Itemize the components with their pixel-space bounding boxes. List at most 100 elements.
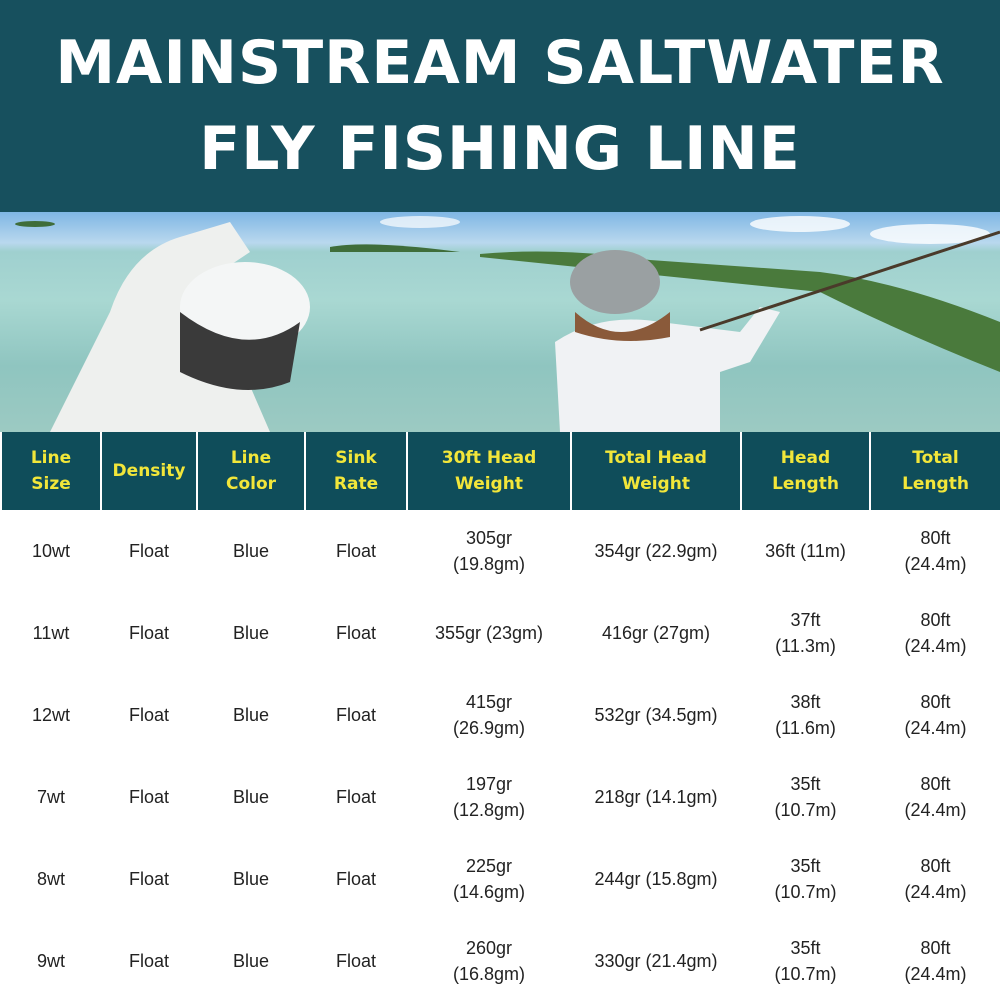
table-row: 8wt Float Blue Float 225gr (14.6gm) 244gr (15.… [1,838,1000,920]
table-cell: Blue [197,674,305,756]
table-row: 12wt Float Blue Float 415gr (26.9gm) 532gr (34… [1,674,1000,756]
table-cell: Float [101,756,197,838]
cell-text: (10.7m) [774,964,837,984]
cell-text: (24.4m) [904,636,967,656]
header-label-line: Length [902,474,969,494]
table-cell: Float [305,920,407,1002]
table-cell: Float [101,674,197,756]
table-row: 11wt Float Blue Float 355gr (23gm) 416gr (27g… [1,592,1000,674]
table-cell: 37ft (11.3m) [741,592,870,674]
column-header: Total Length [869,432,1000,510]
cell-text: 36ft (11m) [765,541,846,561]
table-cell: 10wt [1,510,101,592]
table-cell: Float [101,838,197,920]
cell-text: Float [128,541,170,561]
table-cell: 7wt [1,756,101,838]
cell-text: 11wt [32,623,70,643]
cell-text: (11.3m) [775,636,836,656]
cell-text: (24.4m) [904,800,967,820]
table-cell: Blue [197,920,305,1002]
column-header: Line Size [0,432,102,510]
cell-text: 225gr [465,856,513,876]
cell-text: 35ft [790,774,821,794]
header-label-line: Length [772,474,839,494]
table-cell: 244gr (15.8gm) [571,838,741,920]
header-label-line: Weight [622,474,690,494]
column-header: 30ft Head Weight [406,432,572,510]
table-cell: 305gr (19.8gm) [407,510,571,592]
table-cell: 11wt [1,592,101,674]
cell-text: (24.4m) [904,882,967,902]
table-cell: 260gr (16.8gm) [407,920,571,1002]
table-cell: 80ft (24.4m) [870,838,1000,920]
cell-text: (16.8gm) [452,964,526,984]
cell-text: 197gr [465,774,513,794]
table-cell: 415gr (26.9gm) [407,674,571,756]
cell-text: (24.4m) [904,964,967,984]
table-cell: 35ft (10.7m) [741,920,870,1002]
table-cell: Float [305,674,407,756]
cell-text: 37ft [790,610,821,630]
header-label-line: Density [112,461,186,481]
cell-text: Blue [232,951,270,971]
table-cell: 218gr (14.1gm) [571,756,741,838]
table-cell: 80ft (24.4m) [870,756,1000,838]
cell-text: 305gr [465,528,513,548]
title-banner: MAINSTREAM SALTWATER FLY FISHING LINE [0,0,1000,212]
header-label-line: Rate [333,474,379,494]
cell-text: 260gr [465,938,513,958]
cell-text: Float [335,951,377,971]
cell-text: Blue [232,541,270,561]
cell-text: Float [128,787,170,807]
title-line-1: MAINSTREAM SALTWATER [55,28,945,98]
cell-text: (19.8gm) [452,554,526,574]
header-label-line: Sink [335,448,377,468]
table-cell: 80ft (24.4m) [870,592,1000,674]
cell-text: (11.6m) [775,718,836,738]
table-cell: Blue [197,510,305,592]
column-header: Head Length [740,432,871,510]
header-label-line: Color [225,474,277,494]
cell-text: Float [335,705,377,725]
cell-text: Blue [232,705,270,725]
table-header-row: Line Size Density Line Color Sink Rate 30ft Hea… [0,432,1000,510]
column-header: Sink Rate [304,432,408,510]
cell-text: 80ft [920,774,951,794]
column-header: Total Head Weight [570,432,742,510]
header-label-line: Head [780,448,831,468]
cell-text: 355gr (23gm) [434,623,544,643]
table-cell: 80ft (24.4m) [870,510,1000,592]
cell-text: (12.8gm) [452,800,526,820]
cell-text: (24.4m) [904,718,967,738]
cell-text: Float [335,787,377,807]
cell-text: (10.7m) [774,882,837,902]
title-line-2: FLY FISHING LINE [199,114,801,184]
cell-text: 80ft [920,528,951,548]
table-cell: 354gr (22.9gm) [571,510,741,592]
table-cell: Float [305,510,407,592]
cell-text: 10wt [31,541,71,561]
table-cell: 35ft (10.7m) [741,756,870,838]
table-cell: 35ft (10.7m) [741,838,870,920]
table-cell: 36ft (11m) [741,510,870,592]
cell-text: Blue [232,787,270,807]
table-cell: Float [305,592,407,674]
cell-text: 9wt [36,951,65,971]
cell-text: 12wt [31,705,71,725]
cell-text: 80ft [920,938,951,958]
cell-text: (24.4m) [904,554,967,574]
header-label-line: Line [30,448,72,468]
header-label-line: Total Head [605,448,707,468]
cell-text: (26.9gm) [452,718,526,738]
cell-text: 35ft [790,856,821,876]
header-label-line: 30ft Head [441,448,537,468]
header-label-line: Weight [455,474,523,494]
header-label-line: Total [912,448,959,468]
table-cell: Float [305,756,407,838]
cell-text: Blue [232,623,270,643]
table-cell: 355gr (23gm) [407,592,571,674]
cell-text: 8wt [36,869,65,889]
table-cell: 197gr (12.8gm) [407,756,571,838]
cell-text: (10.7m) [774,800,837,820]
cell-text: 354gr (22.9gm) [594,541,718,561]
